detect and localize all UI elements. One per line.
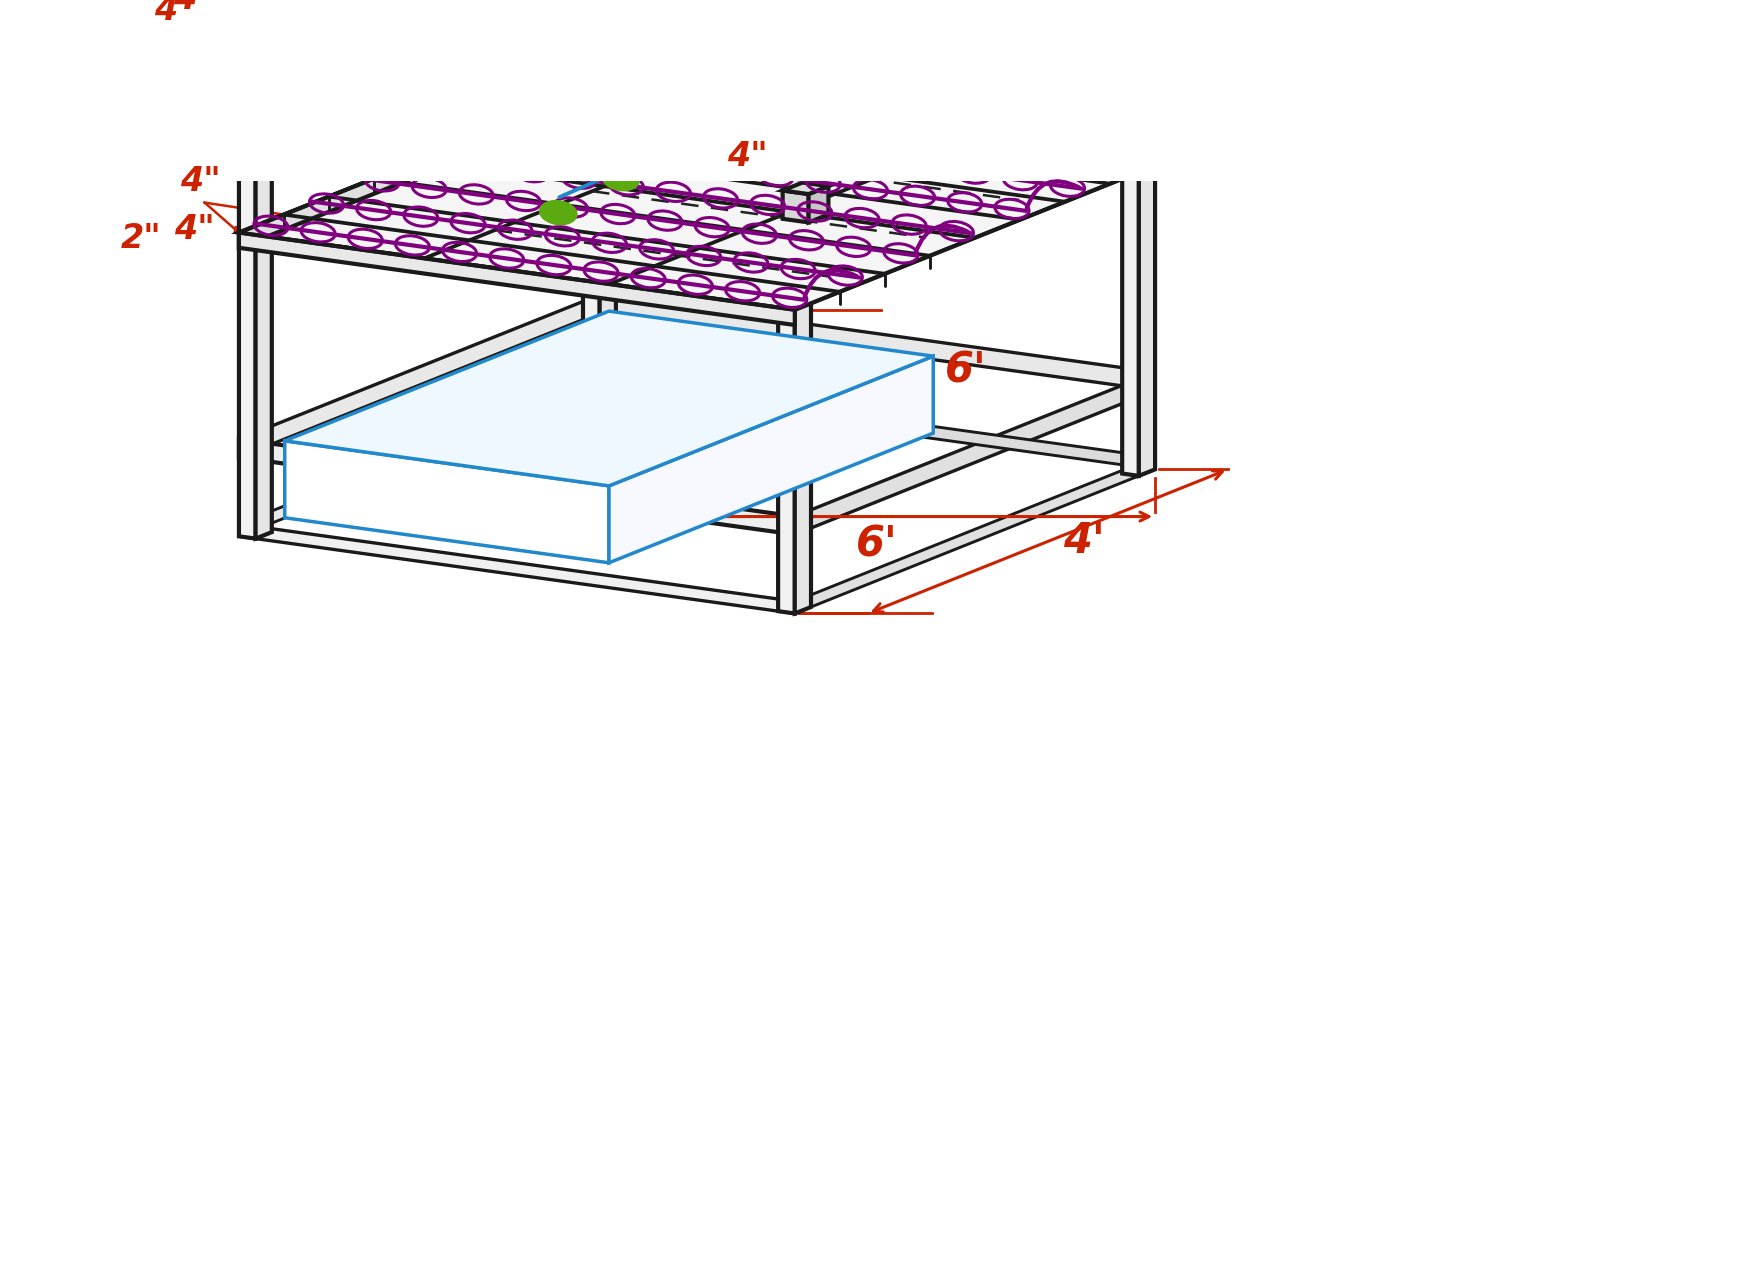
Polygon shape [284,311,933,485]
Polygon shape [582,0,600,401]
Text: 4": 4" [154,0,195,28]
Polygon shape [779,118,810,127]
Polygon shape [795,121,810,614]
Polygon shape [239,43,272,52]
Polygon shape [239,233,795,325]
Text: 4': 4' [1063,520,1105,562]
Text: 4": 4" [174,213,214,246]
Polygon shape [782,191,809,223]
Text: 2': 2' [891,197,933,240]
Polygon shape [239,440,795,535]
Polygon shape [256,46,272,539]
Polygon shape [779,125,795,614]
Polygon shape [795,372,1156,535]
Ellipse shape [603,167,638,190]
Polygon shape [239,524,795,614]
Polygon shape [782,182,828,194]
Text: 4": 4" [181,166,221,199]
Polygon shape [1123,0,1138,476]
Text: 4": 4" [728,140,768,173]
Polygon shape [795,457,1156,614]
Text: 6': 6' [945,349,988,391]
Polygon shape [239,296,600,457]
Polygon shape [1138,0,1156,476]
Ellipse shape [540,201,575,224]
Ellipse shape [656,140,693,163]
Polygon shape [239,88,600,248]
Polygon shape [609,357,933,563]
Polygon shape [600,380,1156,469]
Polygon shape [284,441,609,563]
Text: 2": 2" [121,222,161,255]
Polygon shape [600,296,1156,390]
Polygon shape [809,186,828,223]
Polygon shape [239,380,600,536]
Text: 6': 6' [856,524,898,566]
Polygon shape [239,51,256,539]
Polygon shape [600,0,616,401]
Text: 4": 4" [172,0,214,17]
Polygon shape [239,88,1156,310]
